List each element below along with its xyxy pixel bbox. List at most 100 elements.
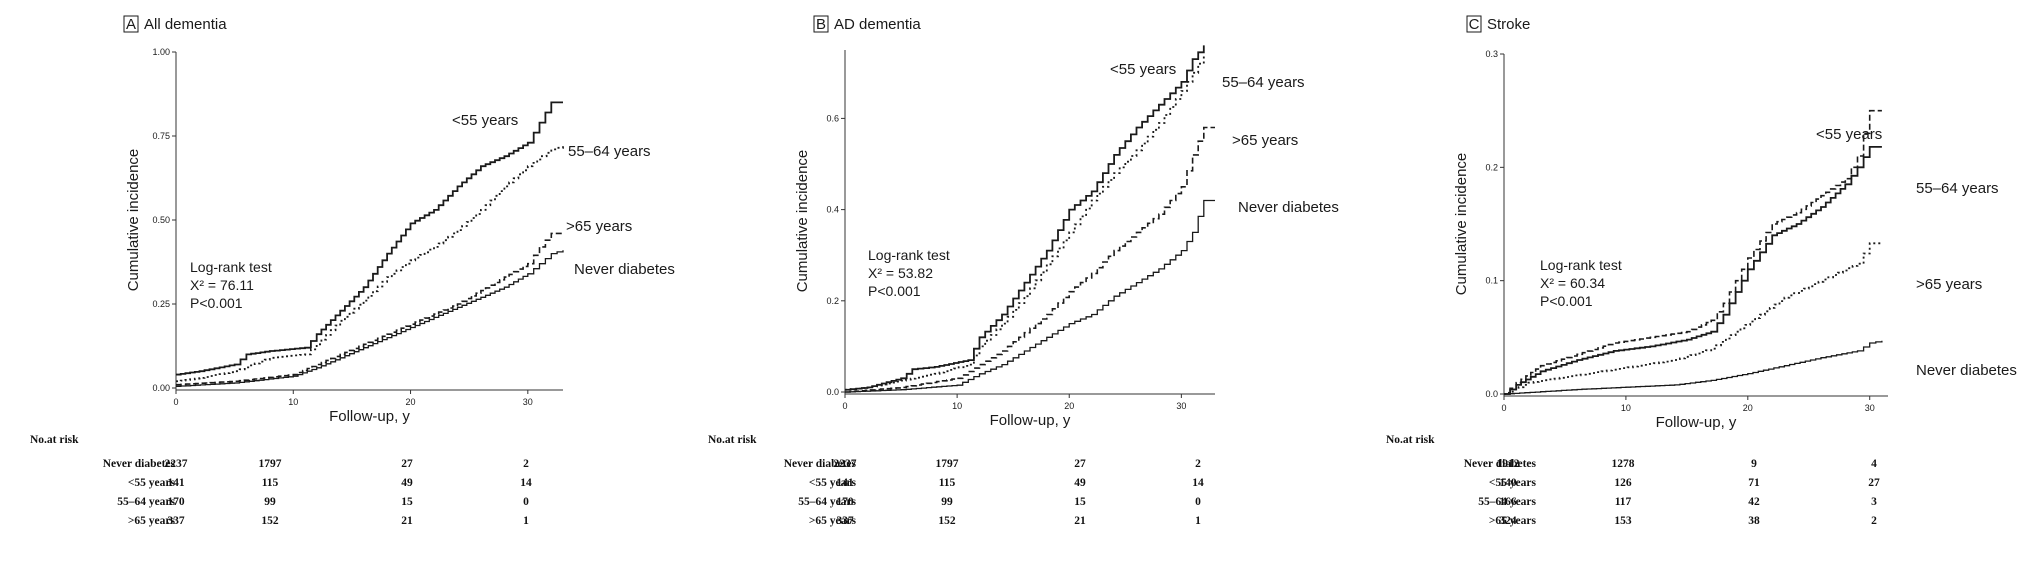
panel-b: B AD dementia 0.0 0.2 0.4 0.6 0 10 20 30 Follow-up… bbox=[678, 0, 1356, 580]
risk-cell: 14 bbox=[520, 477, 532, 489]
risk-table-row: Never diabetes 2237 1797 27 2 bbox=[708, 458, 1268, 474]
x-tick-label: 10 bbox=[288, 397, 298, 407]
y-tick-label: 1.00 bbox=[152, 47, 170, 57]
series-line bbox=[845, 199, 1215, 393]
risk-row-label: Never diabetes bbox=[1463, 458, 1536, 470]
risk-cell: 15 bbox=[1074, 496, 1086, 508]
y-tick-label: 0.1 bbox=[1485, 276, 1498, 286]
y-tick-label: 0.50 bbox=[152, 215, 170, 225]
panel-letter-box bbox=[123, 15, 139, 33]
x-tick-label: 20 bbox=[406, 397, 416, 407]
x-tick-label: 0 bbox=[1501, 403, 1506, 413]
y-tick-label: 0.3 bbox=[1485, 49, 1498, 59]
x-axis-label: Follow-up, y bbox=[329, 408, 410, 425]
risk-cell: 0 bbox=[523, 496, 529, 508]
x-tick-label: 20 bbox=[1743, 403, 1753, 413]
risk-table-row: >65 years 337 152 21 1 bbox=[30, 515, 590, 531]
risk-row-label: <55 years bbox=[808, 477, 856, 489]
risk-cell: 324 bbox=[1499, 515, 1517, 527]
risk-cell: 38 bbox=[1748, 515, 1760, 527]
risk-cell: 115 bbox=[938, 477, 956, 489]
risk-row-label: <55 years bbox=[1488, 477, 1536, 489]
series-label: >65 years bbox=[566, 218, 632, 235]
x-tick-label: 10 bbox=[952, 401, 962, 411]
risk-cell: 3 bbox=[1871, 496, 1877, 508]
risk-cell: 141 bbox=[836, 477, 854, 489]
series-label: >65 years bbox=[1916, 276, 1982, 293]
risk-row-label: >65 years bbox=[1488, 515, 1536, 527]
panel-letter: C bbox=[1469, 16, 1480, 33]
risk-table-title: No.at risk bbox=[708, 434, 757, 446]
risk-cell: 49 bbox=[401, 477, 413, 489]
panel-letter: A bbox=[126, 16, 136, 33]
series-label: <55 years bbox=[1110, 61, 1176, 78]
risk-cell: 1797 bbox=[258, 458, 282, 470]
x-tick-label: 0 bbox=[842, 401, 847, 411]
risk-cell: 27 bbox=[401, 458, 413, 470]
risk-cell: 99 bbox=[264, 496, 276, 508]
log-rank-annotation: Log-rank test bbox=[190, 259, 272, 275]
risk-table-title: No.at risk bbox=[1386, 434, 1435, 446]
risk-row-label: >65 years bbox=[127, 515, 175, 527]
log-rank-annotation: P<0.001 bbox=[190, 295, 243, 311]
risk-cell: 152 bbox=[938, 515, 956, 527]
x-axis-label: Follow-up, y bbox=[1656, 414, 1737, 431]
panel-letter-box bbox=[813, 15, 829, 33]
y-tick-label: 0.2 bbox=[826, 296, 839, 306]
y-tick-label: 0.2 bbox=[1485, 162, 1498, 172]
x-axis-label: Follow-up, y bbox=[990, 412, 1071, 429]
series-label: 55–64 years bbox=[1222, 74, 1305, 91]
x-tick-label: 20 bbox=[1064, 401, 1074, 411]
risk-table-row: <55 years 141 115 49 14 bbox=[30, 477, 590, 493]
risk-cell: 152 bbox=[261, 515, 279, 527]
y-axis-label: Cumulative incidence bbox=[125, 149, 142, 292]
risk-cell: 1797 bbox=[935, 458, 959, 470]
series-line bbox=[1504, 146, 1882, 395]
y-tick-label: 0.75 bbox=[152, 131, 170, 141]
risk-cell: 140 bbox=[1499, 477, 1517, 489]
risk-cell: 337 bbox=[167, 515, 185, 527]
log-rank-annotation: P<0.001 bbox=[868, 283, 921, 299]
series-line bbox=[1504, 109, 1882, 395]
series-label: 55–64 years bbox=[568, 143, 651, 160]
risk-table-row: 55–64 years 170 99 15 0 bbox=[708, 496, 1268, 512]
risk-cell: 99 bbox=[941, 496, 953, 508]
risk-cell: 21 bbox=[1074, 515, 1086, 527]
x-tick-label: 10 bbox=[1621, 403, 1631, 413]
series-line bbox=[845, 45, 1205, 391]
risk-cell: 15 bbox=[401, 496, 413, 508]
risk-cell: 166 bbox=[1499, 496, 1517, 508]
risk-cell: 117 bbox=[1614, 496, 1632, 508]
log-rank-annotation: P<0.001 bbox=[1540, 293, 1593, 309]
risk-cell: 170 bbox=[167, 496, 185, 508]
y-axis-label: Cumulative incidence bbox=[1453, 153, 1470, 296]
risk-cell: 115 bbox=[261, 477, 279, 489]
risk-table-row: >65 years 337 152 21 1 bbox=[708, 515, 1268, 531]
log-rank-annotation: Log-rank test bbox=[1540, 257, 1622, 273]
series-line bbox=[845, 54, 1205, 391]
series-label: <55 years bbox=[452, 112, 518, 129]
series-line bbox=[176, 250, 564, 387]
panel-title: Stroke bbox=[1487, 16, 1530, 33]
panel-title: AD dementia bbox=[834, 16, 921, 33]
risk-cell: 42 bbox=[1748, 496, 1760, 508]
panel-letter-box bbox=[1466, 15, 1482, 33]
risk-cell: 4 bbox=[1871, 458, 1877, 470]
series-label: Never diabetes bbox=[1916, 362, 2017, 379]
y-tick-label: 0.00 bbox=[152, 383, 170, 393]
risk-cell: 141 bbox=[167, 477, 185, 489]
risk-cell: 1 bbox=[1195, 515, 1201, 527]
risk-row-label: 55–64 years bbox=[1478, 496, 1536, 508]
series-line bbox=[176, 146, 564, 383]
y-tick-label: 0.4 bbox=[826, 205, 839, 215]
panel-c: C Stroke 0.0 0.1 0.2 0.3 0 10 20 30 Follow-up, y Cu… bbox=[1356, 0, 2034, 580]
series-line bbox=[176, 101, 563, 376]
risk-cell: 49 bbox=[1074, 477, 1086, 489]
risk-cell: 2237 bbox=[164, 458, 188, 470]
x-tick-label: 30 bbox=[1865, 403, 1875, 413]
risk-cell: 71 bbox=[1748, 477, 1760, 489]
log-rank-annotation: Log-rank test bbox=[868, 247, 950, 263]
log-rank-annotation: X² = 60.34 bbox=[1540, 275, 1605, 291]
risk-cell: 126 bbox=[1614, 477, 1632, 489]
risk-row-label: Never diabetes bbox=[783, 458, 856, 470]
